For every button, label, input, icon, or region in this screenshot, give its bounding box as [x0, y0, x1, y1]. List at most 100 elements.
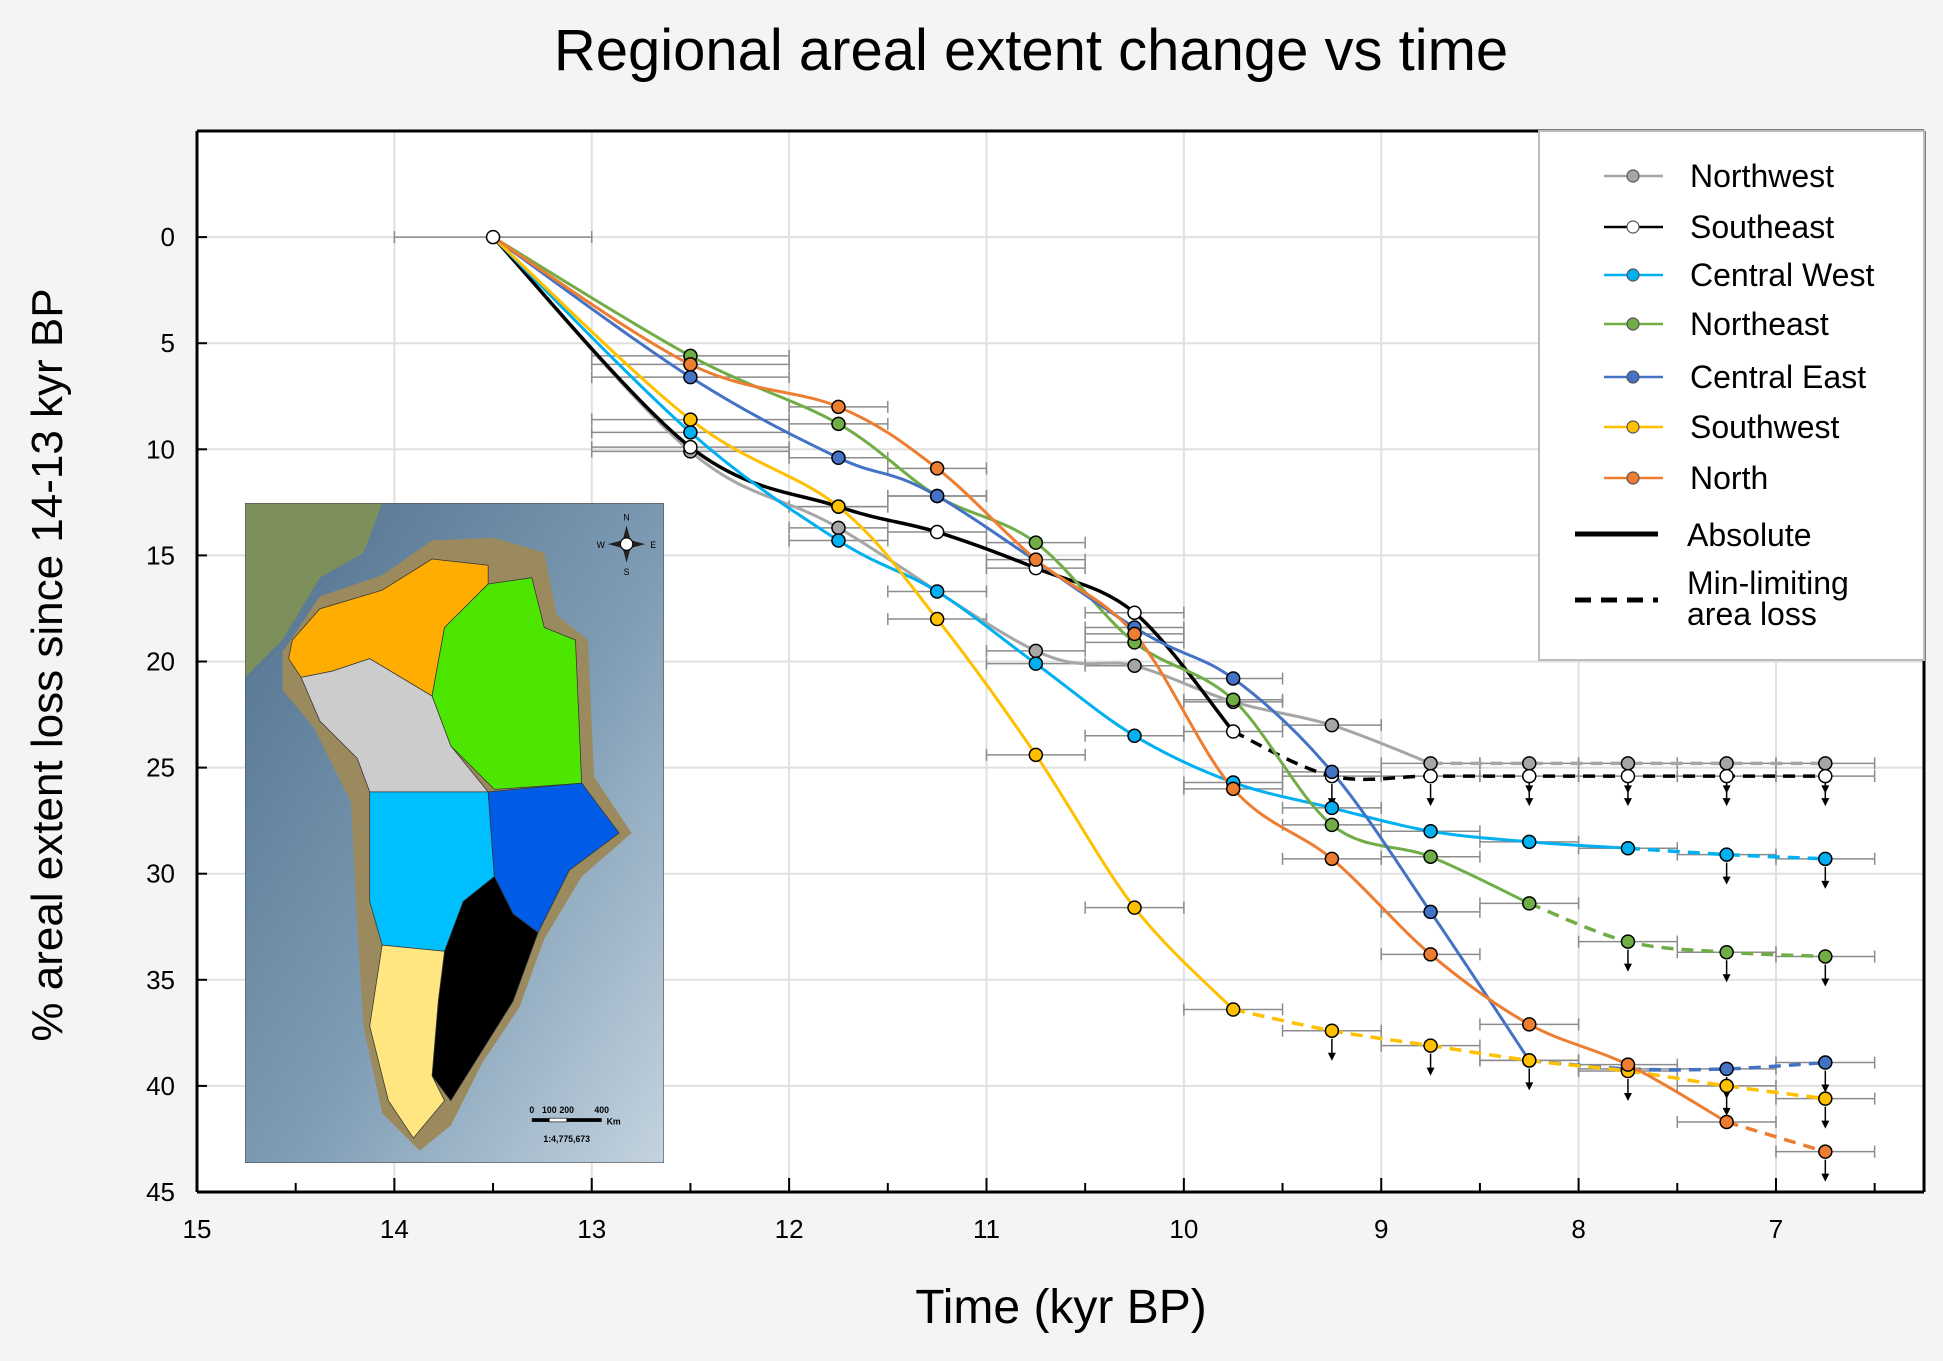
- legend-marker: [1626, 420, 1640, 434]
- data-point-north: [1818, 1144, 1833, 1159]
- y-tick-label: 15: [146, 540, 175, 570]
- min-limit-arrow: [1623, 1079, 1632, 1102]
- x-tick-label: 13: [577, 1214, 606, 1244]
- series-dashed-line-central-west: [1627, 846, 1826, 861]
- y-tick-label: 40: [146, 1071, 175, 1101]
- data-point-central-west: [1127, 728, 1142, 744]
- legend-item: Central West: [1604, 257, 1874, 293]
- data-point-northeast: [831, 416, 846, 432]
- y-tick-label: 20: [146, 647, 175, 677]
- data-point-southeast: [485, 229, 501, 245]
- legend-label: Central East: [1690, 359, 1866, 395]
- data-point-southeast: [1620, 768, 1636, 784]
- data-point-southwest: [683, 412, 698, 427]
- data-point-southwest: [1127, 900, 1142, 915]
- svg-text:200: 200: [559, 1105, 574, 1115]
- data-point-north: [1423, 947, 1438, 962]
- min-limit-arrow: [1821, 784, 1830, 807]
- chart-title: Regional areal extent change vs time: [554, 18, 1508, 83]
- min-limit-arrow: [1821, 964, 1830, 987]
- series-line-northeast: [492, 235, 1530, 905]
- min-limit-arrow: [1821, 1106, 1830, 1129]
- legend-label: Southeast: [1690, 209, 1834, 245]
- svg-text:W: W: [597, 540, 606, 550]
- data-point-north: [1225, 781, 1241, 797]
- data-point-north: [929, 461, 945, 476]
- data-point-central-west: [1324, 800, 1340, 816]
- data-point-north: [1028, 552, 1044, 567]
- min-limit-arrow: [1722, 784, 1731, 807]
- series-line-southwest: [492, 235, 1235, 1011]
- x-tick-label: 7: [1769, 1214, 1783, 1244]
- legend-marker: [1626, 317, 1640, 331]
- legend-label: Min-limiting: [1687, 565, 1849, 601]
- legend-marker: [1626, 471, 1640, 485]
- series-dashed-line-northeast: [1528, 901, 1826, 959]
- x-tick-label: 9: [1374, 1214, 1388, 1244]
- x-axis-label: Time (kyr BP): [915, 1281, 1207, 1334]
- svg-text:N: N: [623, 512, 629, 522]
- y-tick-label: 10: [146, 434, 175, 464]
- data-point-central-east: [1719, 1061, 1734, 1077]
- svg-text:E: E: [650, 540, 656, 550]
- data-point-northwest: [1423, 756, 1438, 771]
- legend-label: area loss: [1687, 596, 1817, 632]
- data-point-north: [1522, 1017, 1537, 1032]
- min-limit-arrow: [1525, 1068, 1534, 1091]
- x-tick-label: 8: [1571, 1214, 1585, 1244]
- data-point-northwest: [1620, 756, 1636, 771]
- data-point-central-east: [1423, 904, 1438, 920]
- map-region-northeast: [431, 577, 583, 790]
- legend-item: Northeast: [1604, 306, 1829, 342]
- data-point-southwest: [1522, 1053, 1537, 1068]
- min-limit-arrow: [1525, 784, 1534, 807]
- data-point-central-west: [831, 533, 846, 548]
- data-point-central-east: [1818, 1055, 1833, 1070]
- data-point-northeast: [1620, 934, 1636, 949]
- data-point-southeast: [1225, 724, 1241, 739]
- legend-label: Southwest: [1690, 409, 1840, 445]
- x-tick-label: 14: [380, 1214, 409, 1244]
- compass-rose-icon: N S E W: [597, 512, 657, 577]
- min-limit-arrow: [1722, 1093, 1731, 1116]
- svg-text:Km: Km: [607, 1116, 621, 1126]
- data-point-southeast: [1423, 768, 1438, 784]
- min-limit-arrow: [1426, 784, 1435, 807]
- svg-text:1:4,775,673: 1:4,775,673: [543, 1134, 590, 1144]
- data-point-central-east: [831, 450, 846, 466]
- data-point-northeast: [1818, 949, 1833, 964]
- map-land-ellesmere: [245, 503, 383, 678]
- data-point-central-west: [1522, 834, 1537, 850]
- min-limit-arrow: [1426, 1053, 1435, 1076]
- svg-text:S: S: [624, 567, 630, 577]
- x-tick-label: 15: [183, 1214, 212, 1244]
- data-point-southeast: [1127, 605, 1142, 620]
- legend-marker: [1626, 220, 1640, 234]
- data-point-northeast: [1522, 896, 1537, 911]
- data-point-central-west: [1028, 656, 1044, 671]
- data-point-north: [1719, 1114, 1734, 1130]
- min-limit-arrow: [1722, 862, 1731, 885]
- min-limit-arrow: [1623, 949, 1632, 972]
- data-point-northwest: [1028, 643, 1044, 659]
- x-tick-label: 10: [1169, 1214, 1198, 1244]
- legend-label: North: [1690, 460, 1768, 496]
- legend-item: Southeast: [1604, 209, 1834, 245]
- data-point-north: [683, 357, 698, 372]
- data-point-northwest: [831, 520, 846, 536]
- data-point-northwest: [1127, 658, 1142, 673]
- svg-text:0: 0: [529, 1105, 534, 1115]
- y-tick-label: 45: [146, 1177, 175, 1207]
- legend-label: Central West: [1690, 257, 1874, 293]
- data-point-southeast: [929, 524, 945, 540]
- y-tick-label: 30: [146, 859, 175, 889]
- legend-item: Central East: [1604, 359, 1866, 395]
- data-point-central-west: [1620, 840, 1636, 856]
- data-point-southwest: [1225, 1002, 1241, 1017]
- min-limit-arrow: [1327, 1038, 1336, 1061]
- data-point-southeast: [1719, 768, 1734, 784]
- data-point-northwest: [1719, 756, 1734, 771]
